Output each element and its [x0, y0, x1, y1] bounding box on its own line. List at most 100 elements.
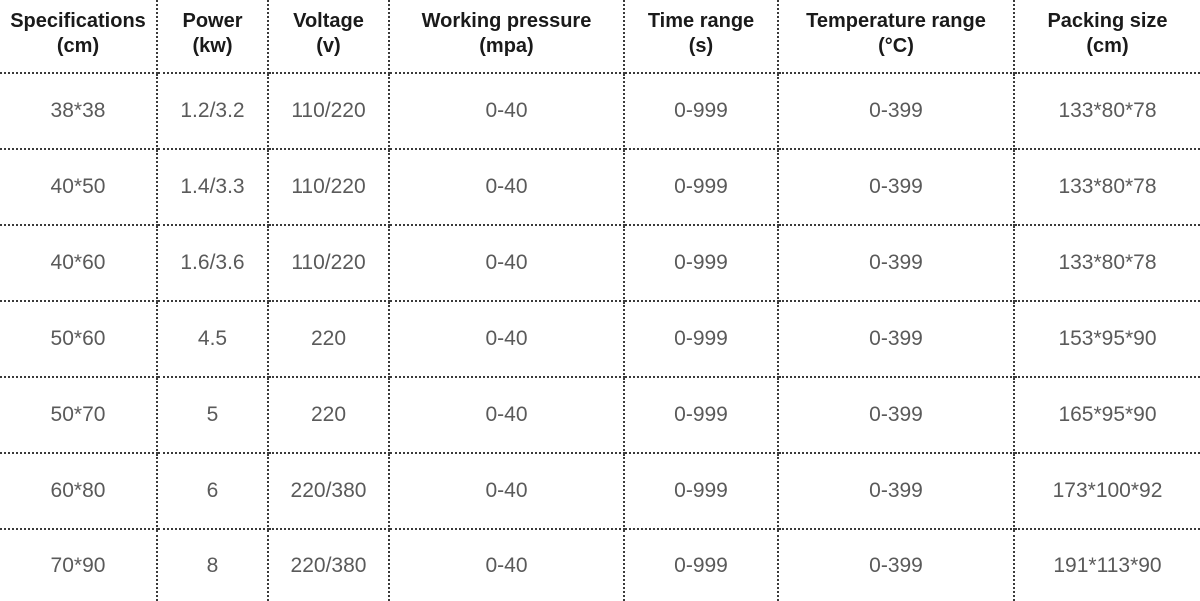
header-cell: Time range (s): [625, 0, 779, 74]
cell-text: 220: [310, 327, 347, 350]
cell-text: 133*80*78: [1058, 99, 1157, 122]
table-cell: 0-40: [390, 454, 625, 530]
cell-text: 110/220: [291, 99, 366, 122]
header-text: (kw): [192, 35, 233, 57]
header-text: Packing size: [1047, 10, 1168, 32]
table-cell: 110/220: [269, 226, 390, 302]
header-text: Working pressure: [421, 10, 592, 32]
cell-text: 173*100*92: [1052, 479, 1163, 502]
cell-text: 220/380: [290, 479, 367, 502]
header-cell: Power (kw): [158, 0, 269, 74]
header-text: (s): [688, 35, 714, 57]
cell-text: 0-999: [674, 479, 728, 502]
cell-text: 165*95*90: [1058, 403, 1157, 426]
cell-text: 0-999: [674, 553, 728, 577]
table-cell: 220: [269, 302, 390, 378]
table-cell: 50*70: [0, 378, 158, 454]
cell-text: 0-999: [674, 327, 728, 350]
cell-text: 40*60: [50, 251, 106, 274]
cell-text: 0-999: [674, 403, 728, 426]
table-cell: 0-40: [390, 226, 625, 302]
cell-text: 6: [206, 479, 219, 502]
table-cell: 0-999: [625, 302, 779, 378]
cell-text: 110/220: [291, 251, 366, 274]
table-cell: 165*95*90: [1015, 378, 1200, 454]
header-text: (cm): [56, 35, 100, 57]
table-cell: 70*90: [0, 530, 158, 601]
cell-text: 0-999: [674, 251, 728, 274]
table-cell: 0-999: [625, 226, 779, 302]
table-cell: 6: [158, 454, 269, 530]
table-cell: 1.4/3.3: [158, 150, 269, 226]
cell-text: 70*90: [50, 553, 106, 577]
table-cell: 0-399: [779, 378, 1015, 454]
cell-text: 0-40: [485, 175, 528, 198]
cell-text: 0-999: [674, 175, 728, 198]
table-cell: 133*80*78: [1015, 226, 1200, 302]
table-cell: 40*50: [0, 150, 158, 226]
table-cell: 0-999: [625, 150, 779, 226]
table-cell: 133*80*78: [1015, 150, 1200, 226]
cell-text: 0-40: [485, 479, 528, 502]
table-cell: 0-40: [390, 378, 625, 454]
table-cell: 0-999: [625, 530, 779, 601]
table-cell: 0-40: [390, 530, 625, 601]
header-cell: Working pressure (mpa): [390, 0, 625, 74]
table-cell: 38*38: [0, 74, 158, 150]
table-cell: 0-999: [625, 378, 779, 454]
table-cell: 0-999: [625, 74, 779, 150]
cell-text: 191*113*90: [1053, 553, 1162, 577]
cell-text: 110/220: [291, 175, 366, 198]
table-cell: 5: [158, 378, 269, 454]
header-text: (cm): [1086, 35, 1129, 57]
table-cell: 0-399: [779, 530, 1015, 601]
table-cell: 0-399: [779, 226, 1015, 302]
table-cell: 0-399: [779, 150, 1015, 226]
header-text: Voltage: [293, 10, 364, 32]
cell-text: 0-40: [485, 403, 528, 426]
table-cell: 1.2/3.2: [158, 74, 269, 150]
cell-text: 60*80: [50, 479, 106, 502]
cell-text: 8: [206, 553, 219, 577]
cell-text: 40*50: [50, 175, 106, 198]
table-cell: 0-399: [779, 74, 1015, 150]
header-text: (°C): [878, 35, 914, 57]
cell-text: 0-399: [869, 553, 923, 577]
cell-text: 0-399: [869, 99, 923, 122]
table-cell: 0-40: [390, 150, 625, 226]
table-cell: 0-40: [390, 302, 625, 378]
cell-text: 0-40: [485, 327, 528, 350]
header-cell: Voltage (v): [269, 0, 390, 74]
cell-text: 4.5: [197, 327, 228, 350]
cell-text: 0-399: [869, 327, 923, 350]
header-text: (mpa): [479, 35, 534, 57]
table-cell: 133*80*78: [1015, 74, 1200, 150]
cell-text: 0-999: [674, 99, 728, 122]
header-text: Power: [182, 10, 243, 32]
table-cell: 60*80: [0, 454, 158, 530]
header-cell: Temperature range (°C): [779, 0, 1015, 74]
cell-text: 0-399: [869, 479, 923, 502]
table-cell: 173*100*92: [1015, 454, 1200, 530]
cell-text: 50*60: [50, 327, 106, 350]
header-cell: Packing size (cm): [1015, 0, 1200, 74]
cell-text: 0-40: [485, 99, 528, 122]
table-cell: 110/220: [269, 74, 390, 150]
cell-text: 1.4/3.3: [180, 175, 245, 198]
table-cell: 191*113*90: [1015, 530, 1200, 601]
cell-text: 1.2/3.2: [180, 99, 245, 122]
cell-text: 0-399: [869, 251, 923, 274]
cell-text: 0-399: [869, 175, 923, 198]
table-cell: 4.5: [158, 302, 269, 378]
table-cell: 220/380: [269, 530, 390, 601]
cell-text: 50*70: [50, 403, 106, 426]
cell-text: 220: [310, 403, 347, 426]
cell-text: 38*38: [50, 99, 106, 122]
cell-text: 0-399: [869, 403, 923, 426]
table-cell: 0-999: [625, 454, 779, 530]
table-cell: 110/220: [269, 150, 390, 226]
table-cell: 50*60: [0, 302, 158, 378]
header-cell: Specifications (cm): [0, 0, 158, 74]
